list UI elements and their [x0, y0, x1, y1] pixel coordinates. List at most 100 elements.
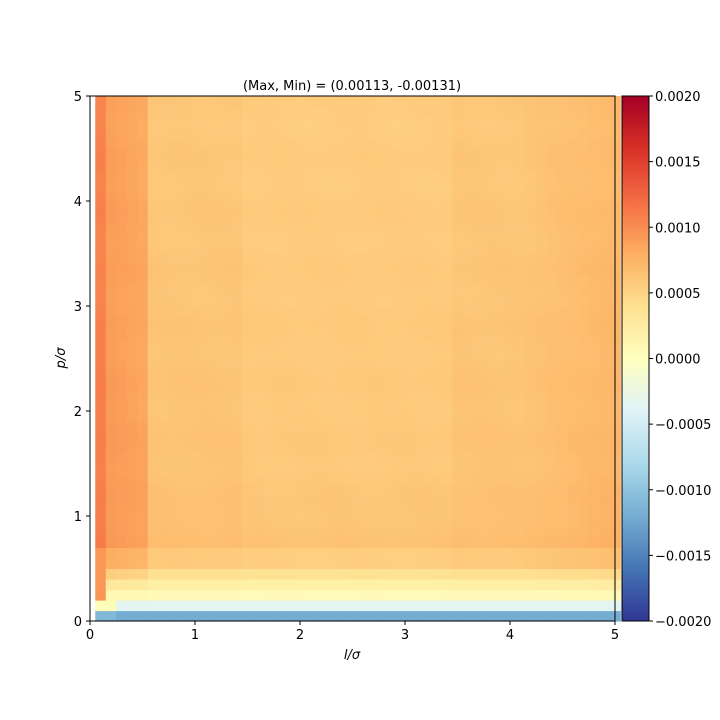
heatmap-cell — [483, 610, 495, 622]
heatmap-cell — [588, 505, 600, 517]
heatmap-cell — [200, 484, 212, 496]
heatmap-cell — [336, 579, 348, 591]
heatmap-cell — [494, 295, 506, 307]
heatmap-cell — [347, 526, 359, 538]
heatmap-cell — [389, 379, 401, 391]
heatmap-cell — [189, 495, 201, 507]
heatmap-cell — [378, 159, 390, 171]
heatmap-cell — [420, 484, 432, 496]
heatmap-cell — [126, 453, 138, 465]
heatmap-cell — [389, 117, 401, 129]
heatmap-cell — [494, 516, 506, 528]
heatmap-cell — [263, 421, 275, 433]
heatmap-cell — [294, 484, 306, 496]
heatmap-cell — [515, 411, 527, 423]
heatmap-cell — [336, 106, 348, 118]
heatmap-cell — [242, 253, 254, 265]
heatmap-cell — [221, 159, 233, 171]
heatmap-cell — [536, 138, 548, 150]
heatmap-cell — [294, 190, 306, 202]
heatmap-cell — [242, 337, 254, 349]
heatmap-cell — [599, 547, 611, 559]
heatmap-cell — [231, 411, 243, 423]
heatmap-cell — [284, 390, 296, 402]
heatmap-cell — [588, 253, 600, 265]
heatmap-cell — [567, 369, 579, 381]
heatmap-cell — [210, 180, 222, 192]
heatmap-cell — [200, 526, 212, 538]
heatmap-cell — [189, 274, 201, 286]
heatmap-cell — [95, 127, 107, 139]
heatmap-cell — [410, 495, 422, 507]
heatmap-cell — [578, 558, 590, 570]
heatmap-cell — [399, 190, 411, 202]
heatmap-cell — [273, 495, 285, 507]
heatmap-cell — [137, 253, 149, 265]
heatmap-cell — [189, 253, 201, 265]
heatmap-cell — [378, 243, 390, 255]
heatmap-cell — [273, 516, 285, 528]
heatmap-cell — [168, 568, 180, 580]
heatmap-cell — [588, 610, 600, 622]
heatmap-cell — [357, 495, 369, 507]
heatmap-cell — [179, 295, 191, 307]
x-tick-label: 3 — [401, 628, 409, 643]
heatmap-cell — [105, 400, 117, 412]
heatmap-cell — [578, 264, 590, 276]
heatmap-cell — [525, 243, 537, 255]
heatmap-cell — [210, 568, 222, 580]
heatmap-cell — [347, 358, 359, 370]
heatmap-cell — [315, 474, 327, 486]
heatmap-cell — [378, 505, 390, 517]
heatmap-cell — [588, 474, 600, 486]
heatmap-cell — [525, 201, 537, 213]
heatmap-cell — [210, 358, 222, 370]
heatmap-cell — [588, 400, 600, 412]
heatmap-cell — [126, 232, 138, 244]
heatmap-cell — [336, 442, 348, 454]
heatmap-cell — [567, 411, 579, 423]
heatmap-cell — [221, 453, 233, 465]
heatmap-cell — [347, 432, 359, 444]
heatmap-cell — [494, 463, 506, 475]
heatmap-cell — [410, 96, 422, 108]
heatmap-cell — [378, 264, 390, 276]
heatmap-cell — [263, 138, 275, 150]
heatmap-cell — [546, 432, 558, 444]
heatmap-cell — [431, 505, 443, 517]
heatmap-cell — [578, 484, 590, 496]
heatmap-cell — [462, 537, 474, 549]
heatmap-cell — [315, 379, 327, 391]
heatmap-cell — [557, 348, 569, 360]
heatmap-cell — [294, 138, 306, 150]
heatmap-cell — [336, 253, 348, 265]
heatmap-cell — [567, 589, 579, 601]
heatmap-cell — [210, 138, 222, 150]
heatmap-cell — [578, 306, 590, 318]
heatmap-cell — [284, 243, 296, 255]
heatmap-cell — [431, 306, 443, 318]
heatmap-cell — [368, 169, 380, 181]
heatmap-cell — [137, 358, 149, 370]
heatmap-cell — [284, 264, 296, 276]
heatmap-cell — [599, 222, 611, 234]
heatmap-cell — [231, 400, 243, 412]
heatmap-cell — [210, 505, 222, 517]
heatmap-cell — [116, 211, 128, 223]
heatmap-cell — [242, 558, 254, 570]
heatmap-cell — [504, 474, 516, 486]
heatmap-cell — [158, 148, 170, 160]
heatmap-cell — [557, 474, 569, 486]
heatmap-cell — [473, 243, 485, 255]
heatmap-cell — [147, 337, 159, 349]
colorbar-tick-label: −0.0010 — [655, 484, 711, 499]
heatmap-cell — [525, 232, 537, 244]
heatmap-cell — [389, 169, 401, 181]
heatmap-cell — [462, 495, 474, 507]
heatmap-cell — [158, 474, 170, 486]
heatmap-cell — [410, 379, 422, 391]
heatmap-cell — [536, 127, 548, 139]
heatmap-cell — [410, 169, 422, 181]
heatmap-cell — [347, 96, 359, 108]
heatmap-cell — [105, 285, 117, 297]
